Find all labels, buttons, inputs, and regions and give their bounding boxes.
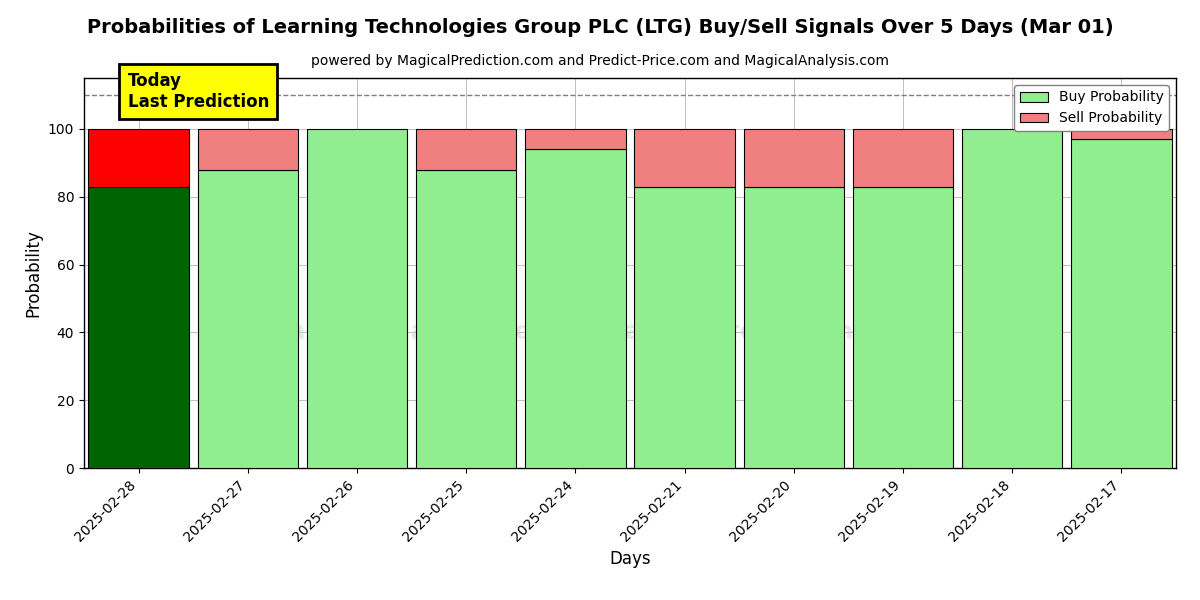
Bar bbox=[89, 129, 188, 187]
Bar bbox=[198, 170, 298, 468]
Bar bbox=[635, 187, 734, 468]
Bar bbox=[416, 170, 516, 468]
Legend: Buy Probability, Sell Probability: Buy Probability, Sell Probability bbox=[1014, 85, 1169, 131]
Bar bbox=[1072, 129, 1171, 139]
Bar bbox=[744, 129, 844, 187]
Bar bbox=[1072, 139, 1171, 468]
Bar bbox=[526, 149, 625, 468]
Y-axis label: Probability: Probability bbox=[24, 229, 42, 317]
Text: MagicalPrediction.com: MagicalPrediction.com bbox=[600, 319, 922, 343]
Text: MagicalAnalysis.com: MagicalAnalysis.com bbox=[265, 319, 558, 343]
Bar bbox=[853, 129, 953, 187]
Bar bbox=[962, 129, 1062, 468]
Bar bbox=[744, 187, 844, 468]
Bar bbox=[198, 129, 298, 170]
Bar bbox=[526, 129, 625, 149]
Bar bbox=[635, 129, 734, 187]
Bar bbox=[853, 187, 953, 468]
Bar bbox=[307, 129, 407, 468]
Text: Today
Last Prediction: Today Last Prediction bbox=[127, 72, 269, 111]
Bar bbox=[416, 129, 516, 170]
Bar bbox=[89, 187, 188, 468]
Text: powered by MagicalPrediction.com and Predict-Price.com and MagicalAnalysis.com: powered by MagicalPrediction.com and Pre… bbox=[311, 54, 889, 68]
X-axis label: Days: Days bbox=[610, 550, 650, 568]
Text: Probabilities of Learning Technologies Group PLC (LTG) Buy/Sell Signals Over 5 D: Probabilities of Learning Technologies G… bbox=[86, 18, 1114, 37]
